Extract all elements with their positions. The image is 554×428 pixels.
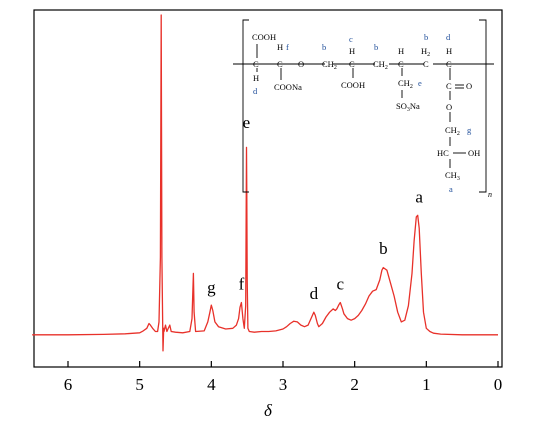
label-coona: COONa	[274, 82, 302, 92]
repeat-subscript: n	[488, 190, 492, 199]
x-tick-label: 6	[64, 375, 73, 394]
structure-inset: n COOH C H d f H C COONa O b CH2 c H C C…	[233, 19, 494, 199]
peak-label-d: d	[310, 284, 319, 303]
atom-o-ester: O	[446, 102, 452, 112]
letter-d: d	[446, 32, 451, 42]
letter-c: c	[349, 34, 353, 44]
atom-c: C	[446, 59, 452, 69]
x-axis-tick-labels: 6 5 4 3 2 1 0	[64, 375, 503, 394]
plot-frame	[33, 9, 503, 368]
atom-o-ether: O	[298, 59, 304, 69]
peak-label-g: g	[207, 278, 216, 297]
peak-labels: a b cd e f g	[207, 113, 423, 303]
letter-d: d	[253, 86, 258, 96]
atom-o-carbonyl: O	[466, 81, 472, 91]
label-cooh-mid: COOH	[341, 80, 365, 90]
atom-ch2: CH2	[445, 125, 460, 137]
letter-b: b	[374, 42, 378, 52]
atom-h: H	[277, 42, 283, 52]
atom-ch2: CH2	[322, 59, 337, 71]
label-oh: OH	[468, 148, 480, 158]
peak-label-e: e	[243, 113, 251, 132]
atom-h: H	[446, 46, 452, 56]
atom-c: C	[277, 59, 283, 69]
letter-a: a	[449, 184, 453, 194]
x-tick-label: 1	[422, 375, 431, 394]
letter-f: f	[286, 42, 289, 52]
label-cooh-top: COOH	[252, 32, 276, 42]
spectrum-line	[32, 14, 498, 352]
atom-ch2: CH2	[373, 59, 388, 71]
x-tick-label: 0	[494, 375, 503, 394]
atom-c: C	[253, 59, 259, 69]
left-bracket	[242, 19, 249, 193]
x-tick-label: 2	[350, 375, 359, 394]
atom-c: C	[349, 59, 355, 69]
label-so3na: SO3Na	[396, 101, 420, 113]
letter-g: g	[467, 125, 472, 135]
atom-ch2: CH2	[398, 78, 413, 90]
atom-h: H	[398, 46, 404, 56]
peak-label-a: a	[415, 187, 423, 206]
letter-e: e	[418, 78, 422, 88]
x-tick-label: 4	[207, 375, 216, 394]
letter-b: b	[322, 42, 326, 52]
atom-c: C	[423, 59, 429, 69]
x-axis-label: δ	[264, 401, 273, 420]
atom-hc: HC	[437, 148, 449, 158]
atom-h: H	[349, 46, 355, 56]
atom-h: H2	[421, 46, 430, 58]
right-bracket	[479, 19, 487, 193]
atom-h: H	[253, 73, 259, 83]
x-axis-ticks	[67, 361, 499, 367]
atom-c: C	[398, 59, 404, 69]
peak-label-f: f	[239, 275, 245, 294]
letter-b: b	[424, 32, 428, 42]
atom-c: C	[446, 81, 452, 91]
peak-label-b: b	[379, 239, 388, 258]
x-tick-label: 3	[279, 375, 288, 394]
atom-ch3: CH3	[445, 170, 460, 182]
x-tick-label: 5	[135, 375, 144, 394]
peak-label-c: c	[337, 275, 345, 294]
